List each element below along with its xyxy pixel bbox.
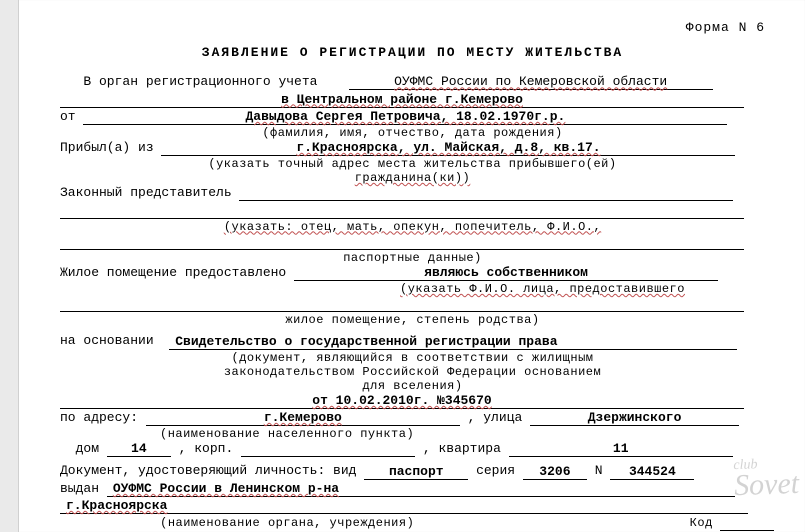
basis-line: на основании Свидетельство о государстве… [60,333,765,349]
issued-label: выдан [60,481,99,496]
housing-fill-2 [60,296,744,312]
from-hint: (фамилия, имя, отчество, дата рождения) [60,126,765,140]
registry-body-line: В орган регистрационного учета ОУФМС Рос… [60,74,765,90]
issued-value-2: г.Красноярска [60,498,748,514]
arrived-value: г.Красноярска, ул. Майская, д.8, кв.17. [161,140,735,156]
legal-rep-line2 [60,202,765,218]
issued-value: ОУФМС России в Ленинском р-на [107,481,735,497]
legal-rep-hint-1: (указать: отец, мать, опекун, попечитель… [60,220,765,234]
id-label: Документ, удостоверяющий личность: вид [60,463,356,478]
issued-hint: (наименование органа, учреждения) [160,516,414,530]
issued-line-2: г.Красноярска [60,498,765,514]
num-label: N [595,463,603,478]
from-value: Давыдова Сергея Петровича, 18.02.1970г.р… [83,109,727,125]
arrived-hint-2: гражданина(ки)) [60,171,765,185]
address-line: по адресу: г.Кемерово , улица Дзержинско… [60,410,765,426]
house-value: 14 [107,441,171,457]
legal-rep-label: Законный представитель [60,185,232,200]
arrived-line: Прибыл(а) из г.Красноярска, ул. Майская,… [60,140,765,156]
legal-rep-fill-3 [60,234,744,250]
issued-hint-row: (наименование органа, учреждения) Код [60,515,765,531]
code-value [720,515,774,531]
housing-label: Жилое помещение предоставлено [60,265,286,280]
arrived-hint-1: (указать точный адрес места жительства п… [60,157,765,171]
legal-rep-line: Законный представитель [60,185,765,201]
korp-label: , корп. [179,441,234,456]
num-value: 344524 [610,464,694,480]
basis-hint-1: (документ, являющийся в соответствии с ж… [60,351,765,365]
to-value-1: ОУФМС России по Кемеровской области [349,74,713,90]
street-label: , улица [468,410,523,425]
id-type: паспорт [364,464,468,480]
addr-label: по адресу: [60,410,138,425]
basis-date: от 10.02.2010г. №345670 [60,393,744,409]
legal-rep-line3 [60,234,765,250]
legal-rep-fill-1 [239,185,733,201]
vertical-ruler [0,0,19,532]
from-line: от Давыдова Сергея Петровича, 18.02.1970… [60,109,765,125]
document-title: ЗАЯВЛЕНИЕ О РЕГИСТРАЦИИ ПО МЕСТУ ЖИТЕЛЬС… [60,45,765,60]
housing-line: Жилое помещение предоставлено являюсь со… [60,265,765,281]
basis-date-line: от 10.02.2010г. №345670 [60,393,765,409]
housing-value: являюсь собственником [294,265,718,281]
basis-label: на основании [60,333,154,348]
legal-rep-hint-2: паспортные данные) [60,251,765,265]
apt-value: 11 [509,441,733,457]
to-label: В орган регистрационного учета [83,74,317,89]
addr-city: г.Кемерово [146,410,460,426]
id-line: Документ, удостоверяющий личность: вид п… [60,463,765,479]
arrived-label: Прибыл(а) из [60,140,154,155]
to-value-2: в Центральном районе г.Кемерово [60,92,744,108]
series-label: серия [476,463,515,478]
korp-value [241,441,415,457]
street-value: Дзержинского [530,410,739,426]
legal-rep-fill-2 [60,203,744,219]
code-label: Код [690,516,713,530]
basis-value: Свидетельство о государственной регистра… [169,334,737,350]
basis-hint-2: законодательством Российской Федерации о… [60,365,765,379]
housing-line2 [60,296,765,312]
house-line: дом 14 , корп. , квартира 11 [60,441,765,457]
house-label: дом [76,441,99,456]
basis-hint-3: для вселения) [60,379,765,393]
housing-hint-2: жилое помещение, степень родства) [60,313,765,327]
series-value: 3206 [523,464,587,480]
from-label: от [60,109,76,124]
document-page: Форма N 6 ЗАЯВЛЕНИЕ О РЕГИСТРАЦИИ ПО МЕС… [0,0,805,532]
issued-line: выдан ОУФМС России в Ленинском р-на [60,481,765,497]
apt-label: , квартира [423,441,501,456]
housing-hint-1: (указать Ф.И.О. лица, предоставившего [60,282,765,296]
registry-body-line2: в Центральном районе г.Кемерово [60,91,765,107]
addr-city-hint: (наименование населенного пункта) [60,427,765,441]
form-number: Форма N 6 [60,20,765,35]
